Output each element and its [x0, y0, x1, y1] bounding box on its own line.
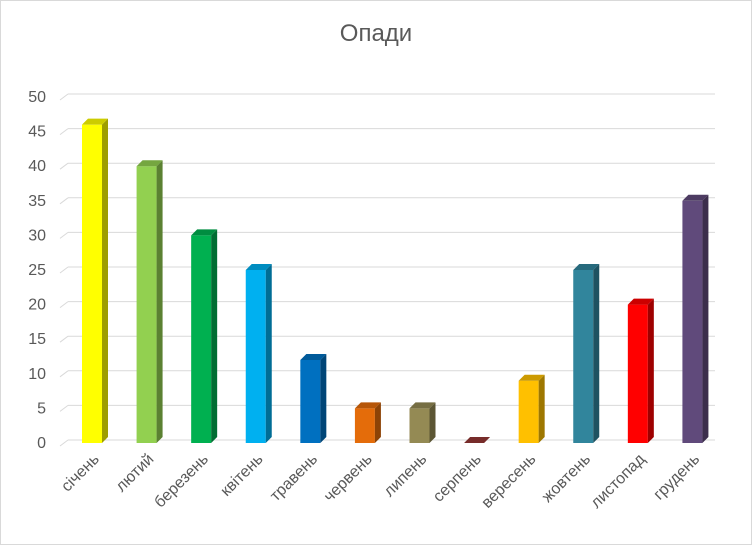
gridline-slant [59, 266, 69, 274]
bar-front [409, 408, 430, 443]
bar-листопад [627, 298, 654, 443]
gridline-slant [59, 197, 69, 205]
bar-січень [82, 118, 108, 444]
y-tick-label: 50 [28, 89, 46, 106]
bar-front [354, 408, 375, 443]
bar-side [102, 118, 108, 444]
gridline-slant [59, 128, 69, 136]
y-tick-label: 10 [28, 366, 46, 383]
bar-side [211, 229, 218, 443]
bar-side [265, 264, 272, 443]
x-tick-label: травень [267, 451, 321, 505]
gridlines [59, 93, 715, 447]
bar-top [300, 353, 327, 360]
x-tick-label: вересень [479, 451, 540, 512]
bar-травень [300, 353, 327, 443]
gridline-slant [59, 93, 69, 101]
gridline-slant [59, 301, 69, 309]
bar-червень [354, 402, 381, 443]
x-tick-label: серпень [430, 451, 485, 506]
bar-front [136, 166, 157, 443]
y-tick-label: 20 [28, 297, 46, 314]
bar-top [136, 160, 163, 167]
bar-жовтень [573, 264, 600, 443]
bar-березень [191, 229, 218, 443]
bar-side [320, 353, 327, 443]
bar-side [538, 374, 545, 443]
gridline-slant [59, 335, 69, 343]
bar-top [409, 402, 436, 409]
bar-top [245, 264, 272, 270]
bar-серпень [464, 437, 491, 443]
y-tick-label: 40 [28, 158, 46, 175]
x-tick-label: березень [151, 451, 212, 512]
bars [82, 118, 709, 444]
x-tick-label: липень [381, 451, 431, 501]
x-tick-label: листопад [588, 450, 649, 511]
y-tick-label: 5 [37, 400, 46, 417]
bar-front [627, 304, 648, 443]
bar-top [191, 229, 218, 236]
gridline-slant [59, 162, 69, 170]
bar-лютий [136, 160, 163, 443]
bar-front [191, 235, 212, 443]
gridline-slant [59, 404, 69, 412]
y-tick-label: 15 [28, 331, 46, 348]
x-tick-label: лютий [113, 451, 158, 496]
bar-side [156, 160, 163, 443]
y-tick-label: 45 [28, 124, 46, 141]
x-tick-label: січень [58, 451, 103, 496]
y-tick-label: 0 [37, 435, 46, 452]
gridline-slant [59, 231, 69, 239]
bar-side [647, 298, 654, 443]
bar-side [702, 194, 709, 443]
bar-top [518, 374, 545, 381]
y-tick-label: 30 [28, 227, 46, 244]
bar-side [593, 264, 600, 443]
bar-front [573, 270, 594, 443]
bar-front [82, 124, 102, 444]
bar-top [354, 402, 381, 409]
bar-front [245, 270, 266, 443]
gridline-slant [59, 370, 69, 378]
bar-квітень [245, 264, 272, 443]
bar-top [464, 437, 491, 443]
y-tick-label: 25 [28, 262, 46, 279]
bar-front [300, 359, 321, 443]
bar-top [573, 264, 600, 270]
bar-top [627, 298, 654, 305]
x-tick-label: квітень [218, 451, 267, 500]
bar-top [82, 118, 108, 125]
bar-липень [409, 402, 436, 443]
x-tick-label: грудень [651, 451, 704, 504]
x-tick-label: червень [321, 451, 376, 506]
bar-side [429, 402, 436, 443]
y-tick-label: 35 [28, 193, 46, 210]
y-axis-tick-labels: 0 5 10 15 20 25 30 35 40 45 50 [28, 89, 46, 452]
gridline-slant [59, 439, 69, 447]
bar-side [374, 402, 381, 443]
x-tick-label: жовтень [539, 451, 594, 506]
bar-front [682, 200, 703, 443]
bar-front [518, 380, 539, 443]
bar-вересень [518, 374, 545, 443]
bar-top [682, 194, 709, 201]
chart-title: Опади [339, 20, 413, 47]
bar-грудень [682, 194, 709, 443]
